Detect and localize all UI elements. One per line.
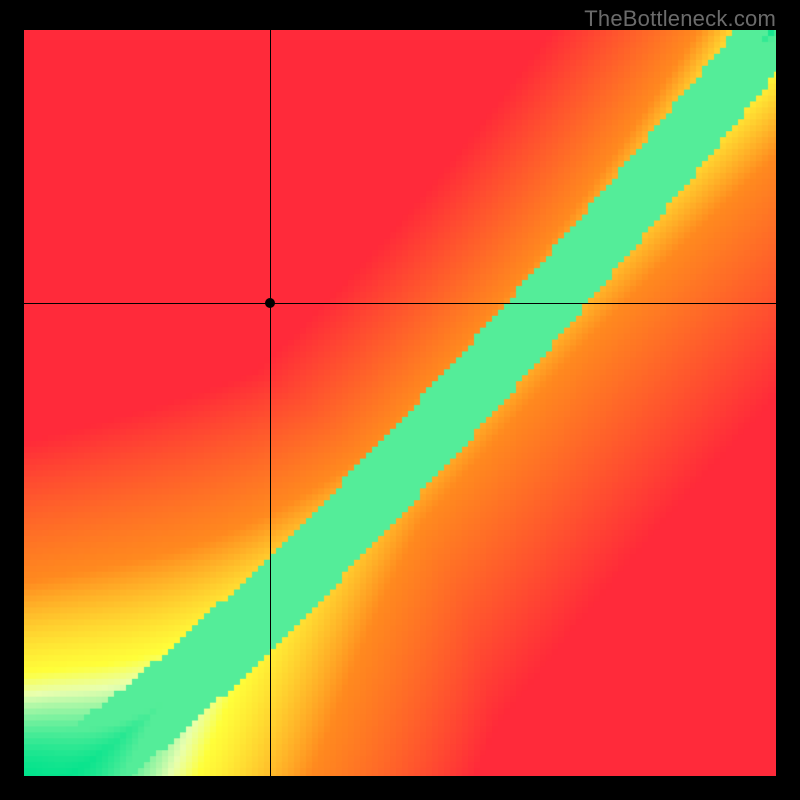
crosshair-vertical — [270, 30, 271, 776]
chart-container: TheBottleneck.com — [0, 0, 800, 800]
heatmap-plot — [24, 30, 776, 776]
watermark-text: TheBottleneck.com — [584, 6, 776, 32]
heatmap-canvas — [24, 30, 776, 776]
crosshair-horizontal — [24, 303, 776, 304]
crosshair-marker — [265, 298, 275, 308]
